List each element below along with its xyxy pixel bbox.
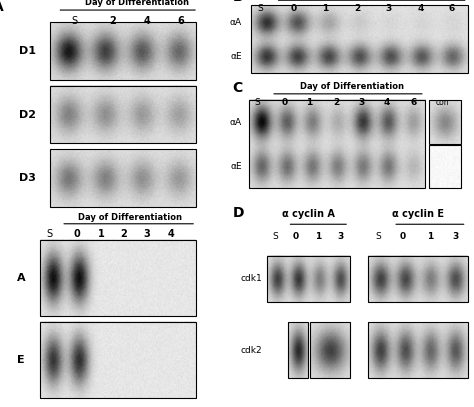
Text: A: A (0, 0, 3, 14)
Text: 0: 0 (293, 232, 299, 241)
Text: cdk2: cdk2 (240, 346, 262, 354)
Text: D1: D1 (18, 46, 36, 56)
Text: S: S (255, 98, 260, 107)
Bar (368, 256, 468, 302)
Text: αA: αA (229, 18, 242, 27)
Text: C: C (233, 81, 243, 95)
Text: 0: 0 (400, 232, 406, 241)
Text: Day of Differentiation: Day of Differentiation (85, 0, 189, 7)
Text: S: S (72, 16, 78, 26)
Text: α cyclin E: α cyclin E (392, 210, 444, 219)
Text: 2: 2 (334, 98, 340, 107)
Text: Day of Differentiation: Day of Differentiation (78, 213, 182, 222)
Text: 2: 2 (120, 229, 128, 239)
Text: 0: 0 (73, 229, 80, 239)
Bar (50, 86, 196, 143)
Text: αE: αE (230, 52, 242, 61)
Text: 6: 6 (449, 4, 455, 13)
Text: E: E (18, 355, 25, 365)
Text: 6: 6 (178, 16, 184, 26)
Text: 4: 4 (417, 4, 423, 13)
Text: 3: 3 (358, 98, 365, 107)
Bar (40, 240, 196, 316)
Bar (288, 322, 309, 378)
Text: 4: 4 (168, 229, 175, 239)
Text: αA: αA (229, 118, 242, 127)
Text: cdk1: cdk1 (240, 274, 262, 283)
Text: 6: 6 (410, 98, 417, 107)
Text: 1: 1 (98, 229, 104, 239)
Bar (266, 256, 350, 302)
Text: α cyclin A: α cyclin A (282, 210, 335, 219)
Text: Day of Differentiation: Day of Differentiation (301, 82, 404, 92)
Text: D2: D2 (18, 109, 36, 120)
Bar (429, 145, 461, 188)
Text: D3: D3 (18, 173, 36, 183)
Text: 3: 3 (453, 232, 459, 241)
Text: S: S (375, 232, 381, 241)
Bar (40, 322, 196, 398)
Text: B: B (233, 0, 243, 4)
Text: con: con (436, 98, 450, 107)
Text: 1: 1 (306, 98, 313, 107)
Bar (248, 100, 425, 188)
Bar (429, 100, 461, 144)
Text: D: D (233, 206, 244, 220)
Text: S: S (272, 232, 278, 241)
Bar (50, 149, 196, 207)
Text: 0: 0 (291, 4, 297, 13)
Text: 3: 3 (337, 232, 343, 241)
Text: 1: 1 (315, 232, 321, 241)
Text: 4: 4 (143, 16, 150, 26)
Text: S: S (257, 4, 263, 13)
Text: 3: 3 (143, 229, 150, 239)
Text: αE: αE (230, 162, 242, 171)
Text: 3: 3 (385, 4, 392, 13)
Text: 1: 1 (322, 4, 328, 13)
Text: 2: 2 (354, 4, 360, 13)
Text: 4: 4 (383, 98, 390, 107)
Text: 1: 1 (427, 232, 433, 241)
Bar (50, 22, 196, 80)
Text: 2: 2 (109, 16, 116, 26)
Text: 0: 0 (282, 98, 288, 107)
Bar (368, 322, 468, 378)
Bar (310, 322, 350, 378)
Text: A: A (17, 273, 26, 283)
Text: S: S (47, 229, 53, 239)
